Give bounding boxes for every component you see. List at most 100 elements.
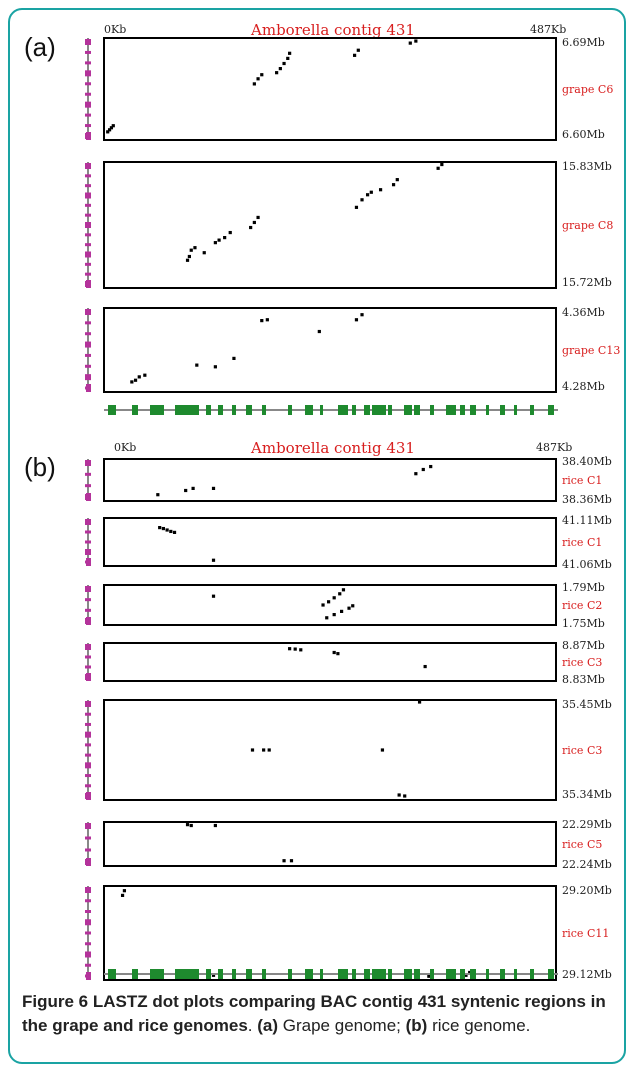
- gene-exon: [372, 969, 386, 979]
- exon-block: [85, 586, 91, 592]
- dot-point: [211, 558, 216, 562]
- exon-block: [85, 784, 91, 788]
- panel-a-letter: (a): [24, 32, 56, 62]
- dot-point: [184, 488, 188, 493]
- caption-a-text: Grape genome;: [282, 1016, 401, 1035]
- y-top-label: 6.69Mb: [562, 36, 605, 49]
- exon-block: [85, 644, 91, 650]
- dot-point: [228, 230, 232, 235]
- exon-block: [85, 82, 91, 86]
- exon-block: [85, 910, 91, 913]
- exon-block: [85, 540, 91, 544]
- dot-point: [341, 588, 346, 592]
- exon-block: [85, 341, 91, 348]
- panel-b-x-start: 0Kb: [114, 441, 136, 454]
- dot-point: [321, 603, 325, 607]
- exon-block: [85, 887, 91, 893]
- exon-block: [85, 213, 91, 217]
- gene-exon: [352, 969, 356, 979]
- plot-frame: [103, 885, 557, 981]
- exon-block: [85, 655, 91, 659]
- exon-block: [85, 262, 91, 266]
- dot-plot-1: 6.69Mb 6.60Mb grape C6: [85, 36, 613, 141]
- exon-block: [86, 132, 91, 140]
- dot-plot-9: 22.29Mb 22.24Mb rice C5: [85, 818, 612, 871]
- dot-point: [158, 526, 162, 530]
- dot-point: [414, 39, 418, 43]
- dot-point: [106, 130, 110, 134]
- dot-point: [356, 48, 360, 52]
- exon-block: [85, 353, 91, 357]
- exon-block: [85, 722, 91, 726]
- exon-block: [85, 364, 91, 368]
- gene-exon: [338, 405, 348, 415]
- gene-exon: [548, 969, 554, 979]
- plot-frame: [103, 699, 557, 801]
- y-bottom-label: 8.83Mb: [562, 673, 605, 686]
- dot-point: [403, 794, 407, 798]
- exon-block: [85, 963, 91, 967]
- dot-plot-8: 35.45Mb 35.34Mb rice C3: [85, 698, 612, 801]
- y-top-label: 8.87Mb: [562, 639, 605, 652]
- y-bottom-label: 1.75Mb: [562, 617, 605, 630]
- dot-point: [193, 246, 197, 250]
- gene-exon: [206, 969, 211, 979]
- chromosome-label: rice C3: [562, 656, 602, 669]
- exon-block: [85, 309, 91, 315]
- exon-block: [86, 280, 91, 288]
- dot-point: [211, 594, 216, 598]
- y-top-label: 38.40Mb: [562, 455, 612, 468]
- dot-point: [211, 486, 216, 490]
- exon-block: [85, 184, 91, 188]
- exon-block: [85, 203, 91, 207]
- plot-frame: [103, 517, 557, 567]
- gene-exon: [175, 405, 199, 415]
- dot-point: [185, 823, 190, 827]
- exon-block: [85, 836, 91, 840]
- gene-exon: [305, 405, 313, 415]
- dot-point: [137, 375, 141, 379]
- y-bottom-label: 6.60Mb: [562, 128, 605, 141]
- y-bottom-label: 41.06Mb: [562, 558, 612, 571]
- gene-exon: [320, 405, 323, 415]
- exon-block: [86, 493, 91, 501]
- dot-point: [120, 893, 125, 897]
- gene-exon: [218, 405, 223, 415]
- gene-exon: [388, 405, 392, 415]
- dot-point: [369, 190, 373, 194]
- dot-point: [352, 53, 357, 57]
- dot-point: [391, 183, 396, 187]
- gene-exon: [470, 969, 476, 979]
- gene-exon: [338, 969, 348, 979]
- dot-plot-3: 4.36Mb 4.28Mb grape C13: [85, 306, 620, 393]
- dot-point: [332, 613, 336, 617]
- gene-exon: [414, 969, 420, 979]
- gene-exon: [132, 969, 138, 979]
- gene-exon: [108, 969, 116, 979]
- gene-exon: [430, 969, 434, 979]
- gene-exon: [246, 969, 252, 979]
- dot-point: [265, 318, 269, 322]
- dot-point: [380, 748, 385, 752]
- plot-frame: [103, 458, 557, 502]
- dot-point: [249, 225, 253, 230]
- exon-block: [85, 942, 91, 946]
- gene-exon: [500, 405, 505, 415]
- exon-block: [85, 743, 91, 747]
- dot-point: [275, 71, 279, 75]
- dot-point: [109, 126, 114, 130]
- gene-exon: [514, 969, 517, 979]
- dot-point: [232, 356, 236, 360]
- chromosome-label: rice C2: [562, 599, 602, 612]
- chromosome-label: grape C6: [562, 83, 613, 96]
- exon-block: [85, 701, 91, 707]
- dot-point: [340, 609, 344, 613]
- y-bottom-label: 35.34Mb: [562, 788, 612, 801]
- gene-exon: [150, 405, 164, 415]
- dot-point: [288, 647, 292, 651]
- exon-block: [85, 519, 91, 525]
- dot-point: [111, 124, 115, 128]
- dot-point: [468, 970, 472, 975]
- dot-point: [260, 319, 264, 323]
